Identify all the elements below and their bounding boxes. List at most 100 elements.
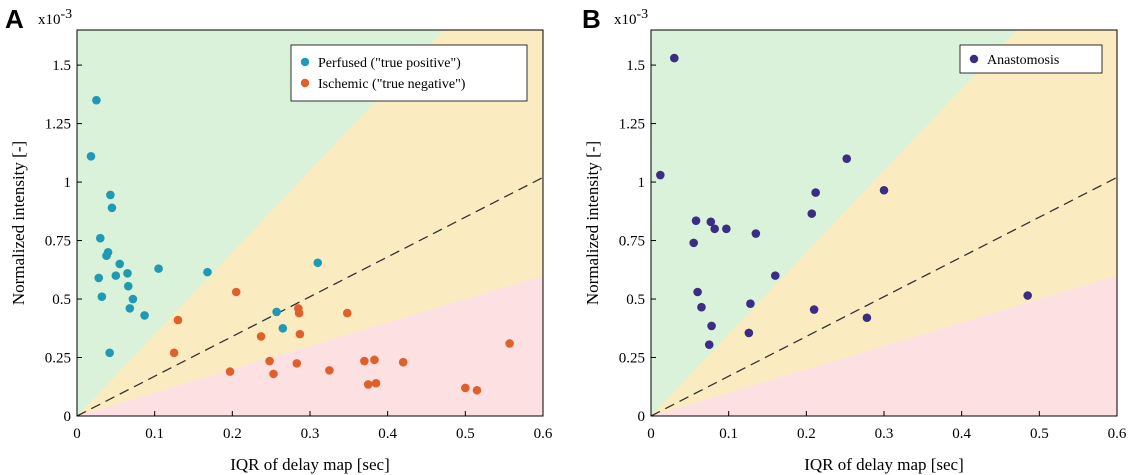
panel-a-x-tick-label-1: 0.1 — [145, 426, 164, 442]
panel-a-series-1-point-11 — [325, 366, 334, 375]
panel-a-series-1-point-19 — [472, 385, 482, 395]
panel-b-x-tick-label-3: 0.3 — [875, 426, 894, 442]
panel-a-region-green — [77, 30, 444, 416]
panel-b-background-regions — [651, 30, 1117, 416]
panel-b-y-tick-label-5: 1.25 — [619, 117, 645, 133]
panel-b-series-0-point-6 — [704, 340, 714, 349]
panel-b-points — [656, 53, 1032, 349]
panel-a-letter: A — [5, 4, 24, 34]
panel-a-series-1-point-15 — [370, 355, 379, 365]
panel-a-series-1-point-20 — [505, 339, 514, 348]
panel-b-x-tick-label-1: 0.1 — [719, 426, 738, 442]
panel-a-series-1-point-17 — [398, 357, 408, 367]
panel-a-y-ticks: 0 0.25 0.5 0.75 1 1.25 1.5 — [45, 58, 82, 425]
legend-label-perfused: Perfused ("true positive") — [318, 56, 461, 71]
panel-b-region-green — [651, 30, 1018, 416]
panel-b-y-ticks: 0 0.25 0.5 0.75 1 1.25 1.5 — [619, 58, 656, 425]
panel-a-points — [86, 95, 514, 395]
panel-a-series-1-point-18 — [461, 383, 470, 393]
panel-a-y-exponent: x10-3 — [38, 7, 72, 28]
panel-b-series-0-point-18 — [842, 154, 852, 163]
panel-b: B x10-3 0 0.1 0.2 0.3 0.4 0.5 0.6 0 0.25 0.5 0.75… — [582, 4, 1127, 474]
panel-a-series-0-point-17 — [154, 264, 163, 273]
panel-b-series-0-point-20 — [879, 185, 889, 195]
panel-a-x-axis-label: IQR of delay map [sec] — [230, 455, 390, 474]
panel-a-series-1-point-16 — [371, 378, 381, 388]
panel-a-series-0-point-8 — [106, 190, 115, 200]
panel-b-legend: Anastomosis — [959, 44, 1103, 74]
panel-a-x-tick-label-4: 0.4 — [378, 426, 397, 442]
panel-b-dashed-line — [651, 176, 1117, 416]
panel-a-series-0-point-0 — [86, 152, 96, 161]
panel-b-series-0-point-1 — [670, 53, 679, 63]
panel-b-x-tick-label-4: 0.4 — [952, 426, 971, 442]
panel-b-x-tick-label-6: 0.6 — [1108, 426, 1127, 442]
panel-a-legend: Perfused ("true positive") Ischemic ("tr… — [290, 44, 528, 102]
legend-marker-ischemic — [300, 78, 310, 88]
panel-a-series-1-point-12 — [342, 308, 352, 318]
panel-b-series-0-point-3 — [691, 216, 701, 225]
panel-b-y-axis-label: Normalized intensity [-] — [583, 141, 602, 305]
legend-label-ischemic: Ischemic ("true negative") — [318, 77, 466, 92]
panel-a-series-0-point-2 — [94, 273, 104, 283]
panel-b-series-0-point-17 — [811, 188, 820, 197]
panel-a-series-0-point-20 — [278, 323, 288, 333]
panel-b-series-0-point-13 — [751, 229, 761, 238]
panel-b-series-0-point-11 — [744, 328, 754, 338]
panel-a-y-tick-label-5: 1.25 — [45, 117, 71, 133]
panel-a-reference-line — [77, 176, 543, 416]
panel-a-dashed-line — [77, 176, 543, 416]
panel-b-legend-box — [959, 44, 1103, 74]
panel-b-series-0-point-0 — [656, 170, 665, 180]
panel-a-series-0-point-7 — [105, 348, 114, 358]
panel-a-series-0-point-11 — [115, 259, 125, 269]
panel-a-series-0-point-1 — [92, 95, 101, 105]
panel-b-series-0-point-7 — [706, 217, 716, 227]
panel-a-series-0-point-14 — [125, 304, 135, 313]
panel-a-x-tick-label-3: 0.3 — [301, 426, 320, 442]
panel-b-series-0-point-15 — [807, 209, 817, 218]
panel-a-x-tick-label-6: 0.6 — [534, 426, 553, 442]
panel-a-x-tick-label-0: 0 — [73, 426, 81, 442]
panel-b-series-0-point-21 — [1023, 291, 1032, 300]
panel-b-series-0-point-9 — [710, 224, 719, 234]
panel-b-series-0-point-2 — [689, 238, 699, 248]
panel-b-x-tick-label-5: 0.5 — [1030, 426, 1049, 442]
panel-a-series-0-point-21 — [313, 258, 323, 268]
panel-a-y-tick-label-2: 0.5 — [52, 292, 71, 308]
panel-b-x-tick-label-0: 0 — [647, 426, 655, 442]
panel-a-series-1-point-1 — [173, 315, 183, 325]
panel-b-x-tick-label-2: 0.2 — [797, 426, 816, 442]
panel-b-y-tick-label-6: 1.5 — [626, 58, 645, 74]
panel-a-series-0-point-16 — [140, 311, 149, 320]
panel-a-series-0-point-6 — [103, 247, 113, 257]
panel-b-y-tick-label-0: 0 — [638, 409, 646, 425]
panel-b-x-axis-label: IQR of delay map [sec] — [804, 455, 964, 474]
panel-b-series-0-point-5 — [697, 302, 706, 312]
panel-b-reference-line — [651, 176, 1117, 416]
panel-a-x-tick-label-2: 0.2 — [223, 426, 242, 442]
panel-b-x-ticks: 0 0.1 0.2 0.3 0.4 0.5 0.6 — [647, 411, 1127, 442]
panel-a-series-1-point-0 — [169, 348, 179, 358]
panel-b-series-0-point-14 — [770, 271, 780, 280]
panel-a-series-0-point-13 — [123, 281, 133, 291]
panel-b-y-tick-label-4: 1 — [638, 175, 646, 191]
panel-a-series-1-point-14 — [363, 380, 373, 389]
panel-a-series-1-point-5 — [265, 356, 274, 366]
panel-a-series-1-point-7 — [292, 359, 302, 368]
panel-a-series-1-point-2 — [225, 367, 235, 376]
panel-a-series-0-point-15 — [128, 294, 138, 304]
panel-a-y-axis-label: Normalized intensity [-] — [9, 141, 28, 305]
panel-b-series-0-point-12 — [746, 299, 755, 309]
panel-a-y-tick-label-6: 1.5 — [52, 58, 71, 74]
panel-b-series-0-point-10 — [722, 224, 731, 234]
panel-a-y-tick-label-1: 0.25 — [45, 351, 71, 367]
panel-a-series-0-point-9 — [107, 203, 117, 213]
panel-b-series-0-point-4 — [693, 287, 702, 297]
panel-a-series-0-point-12 — [123, 268, 132, 278]
panel-a-series-1-point-9 — [294, 308, 304, 318]
panel-b-series-0-point-19 — [862, 313, 872, 323]
panel-b-y-tick-label-3: 0.75 — [619, 234, 645, 250]
panel-b-y-exponent: x10-3 — [614, 7, 648, 28]
